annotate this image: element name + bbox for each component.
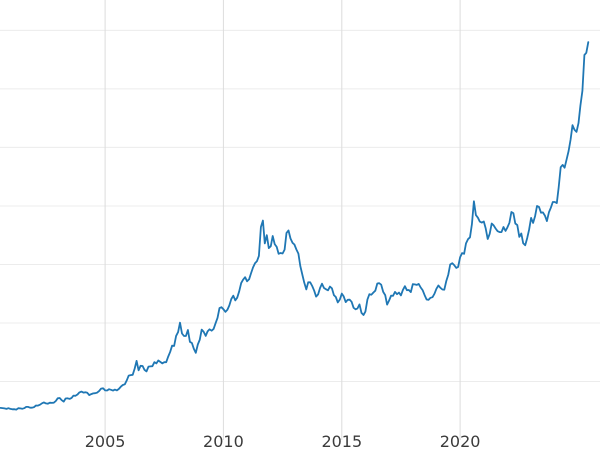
x-tick-label: 2015 [321, 432, 362, 450]
x-tick-label: 2020 [440, 432, 481, 450]
x-tick-label: 2010 [203, 432, 244, 450]
price-line [0, 41, 590, 411]
x-tick-label: 2005 [85, 432, 126, 450]
